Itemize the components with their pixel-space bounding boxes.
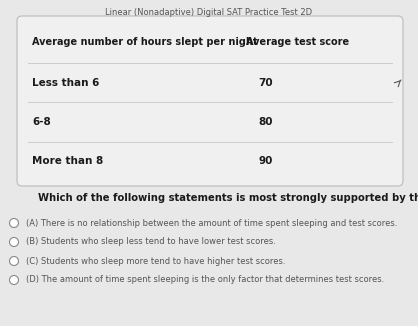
Text: More than 8: More than 8 xyxy=(32,156,103,166)
Circle shape xyxy=(10,275,18,285)
Text: (C) Students who sleep more tend to have higher test scores.: (C) Students who sleep more tend to have… xyxy=(26,257,285,265)
Text: 80: 80 xyxy=(258,117,273,127)
Circle shape xyxy=(10,238,18,246)
Text: Linear (Nonadaptive) Digital SAT Practice Test 2D: Linear (Nonadaptive) Digital SAT Practic… xyxy=(105,8,313,17)
FancyBboxPatch shape xyxy=(17,16,403,186)
Circle shape xyxy=(10,218,18,228)
Text: Average number of hours slept per night: Average number of hours slept per night xyxy=(32,37,257,47)
Text: 90: 90 xyxy=(258,156,273,166)
Text: Less than 6: Less than 6 xyxy=(32,78,99,88)
Text: Which of the following statements is most strongly supported by the data in the : Which of the following statements is mos… xyxy=(38,193,418,203)
Text: (B) Students who sleep less tend to have lower test scores.: (B) Students who sleep less tend to have… xyxy=(26,238,276,246)
Text: (D) The amount of time spent sleeping is the only factor that determines test sc: (D) The amount of time spent sleeping is… xyxy=(26,275,384,285)
Text: Average test score: Average test score xyxy=(246,37,349,47)
Text: 70: 70 xyxy=(258,78,273,88)
Circle shape xyxy=(10,257,18,265)
Text: 6-8: 6-8 xyxy=(32,117,51,127)
Text: (A) There is no relationship between the amount of time spent sleeping and test : (A) There is no relationship between the… xyxy=(26,218,398,228)
